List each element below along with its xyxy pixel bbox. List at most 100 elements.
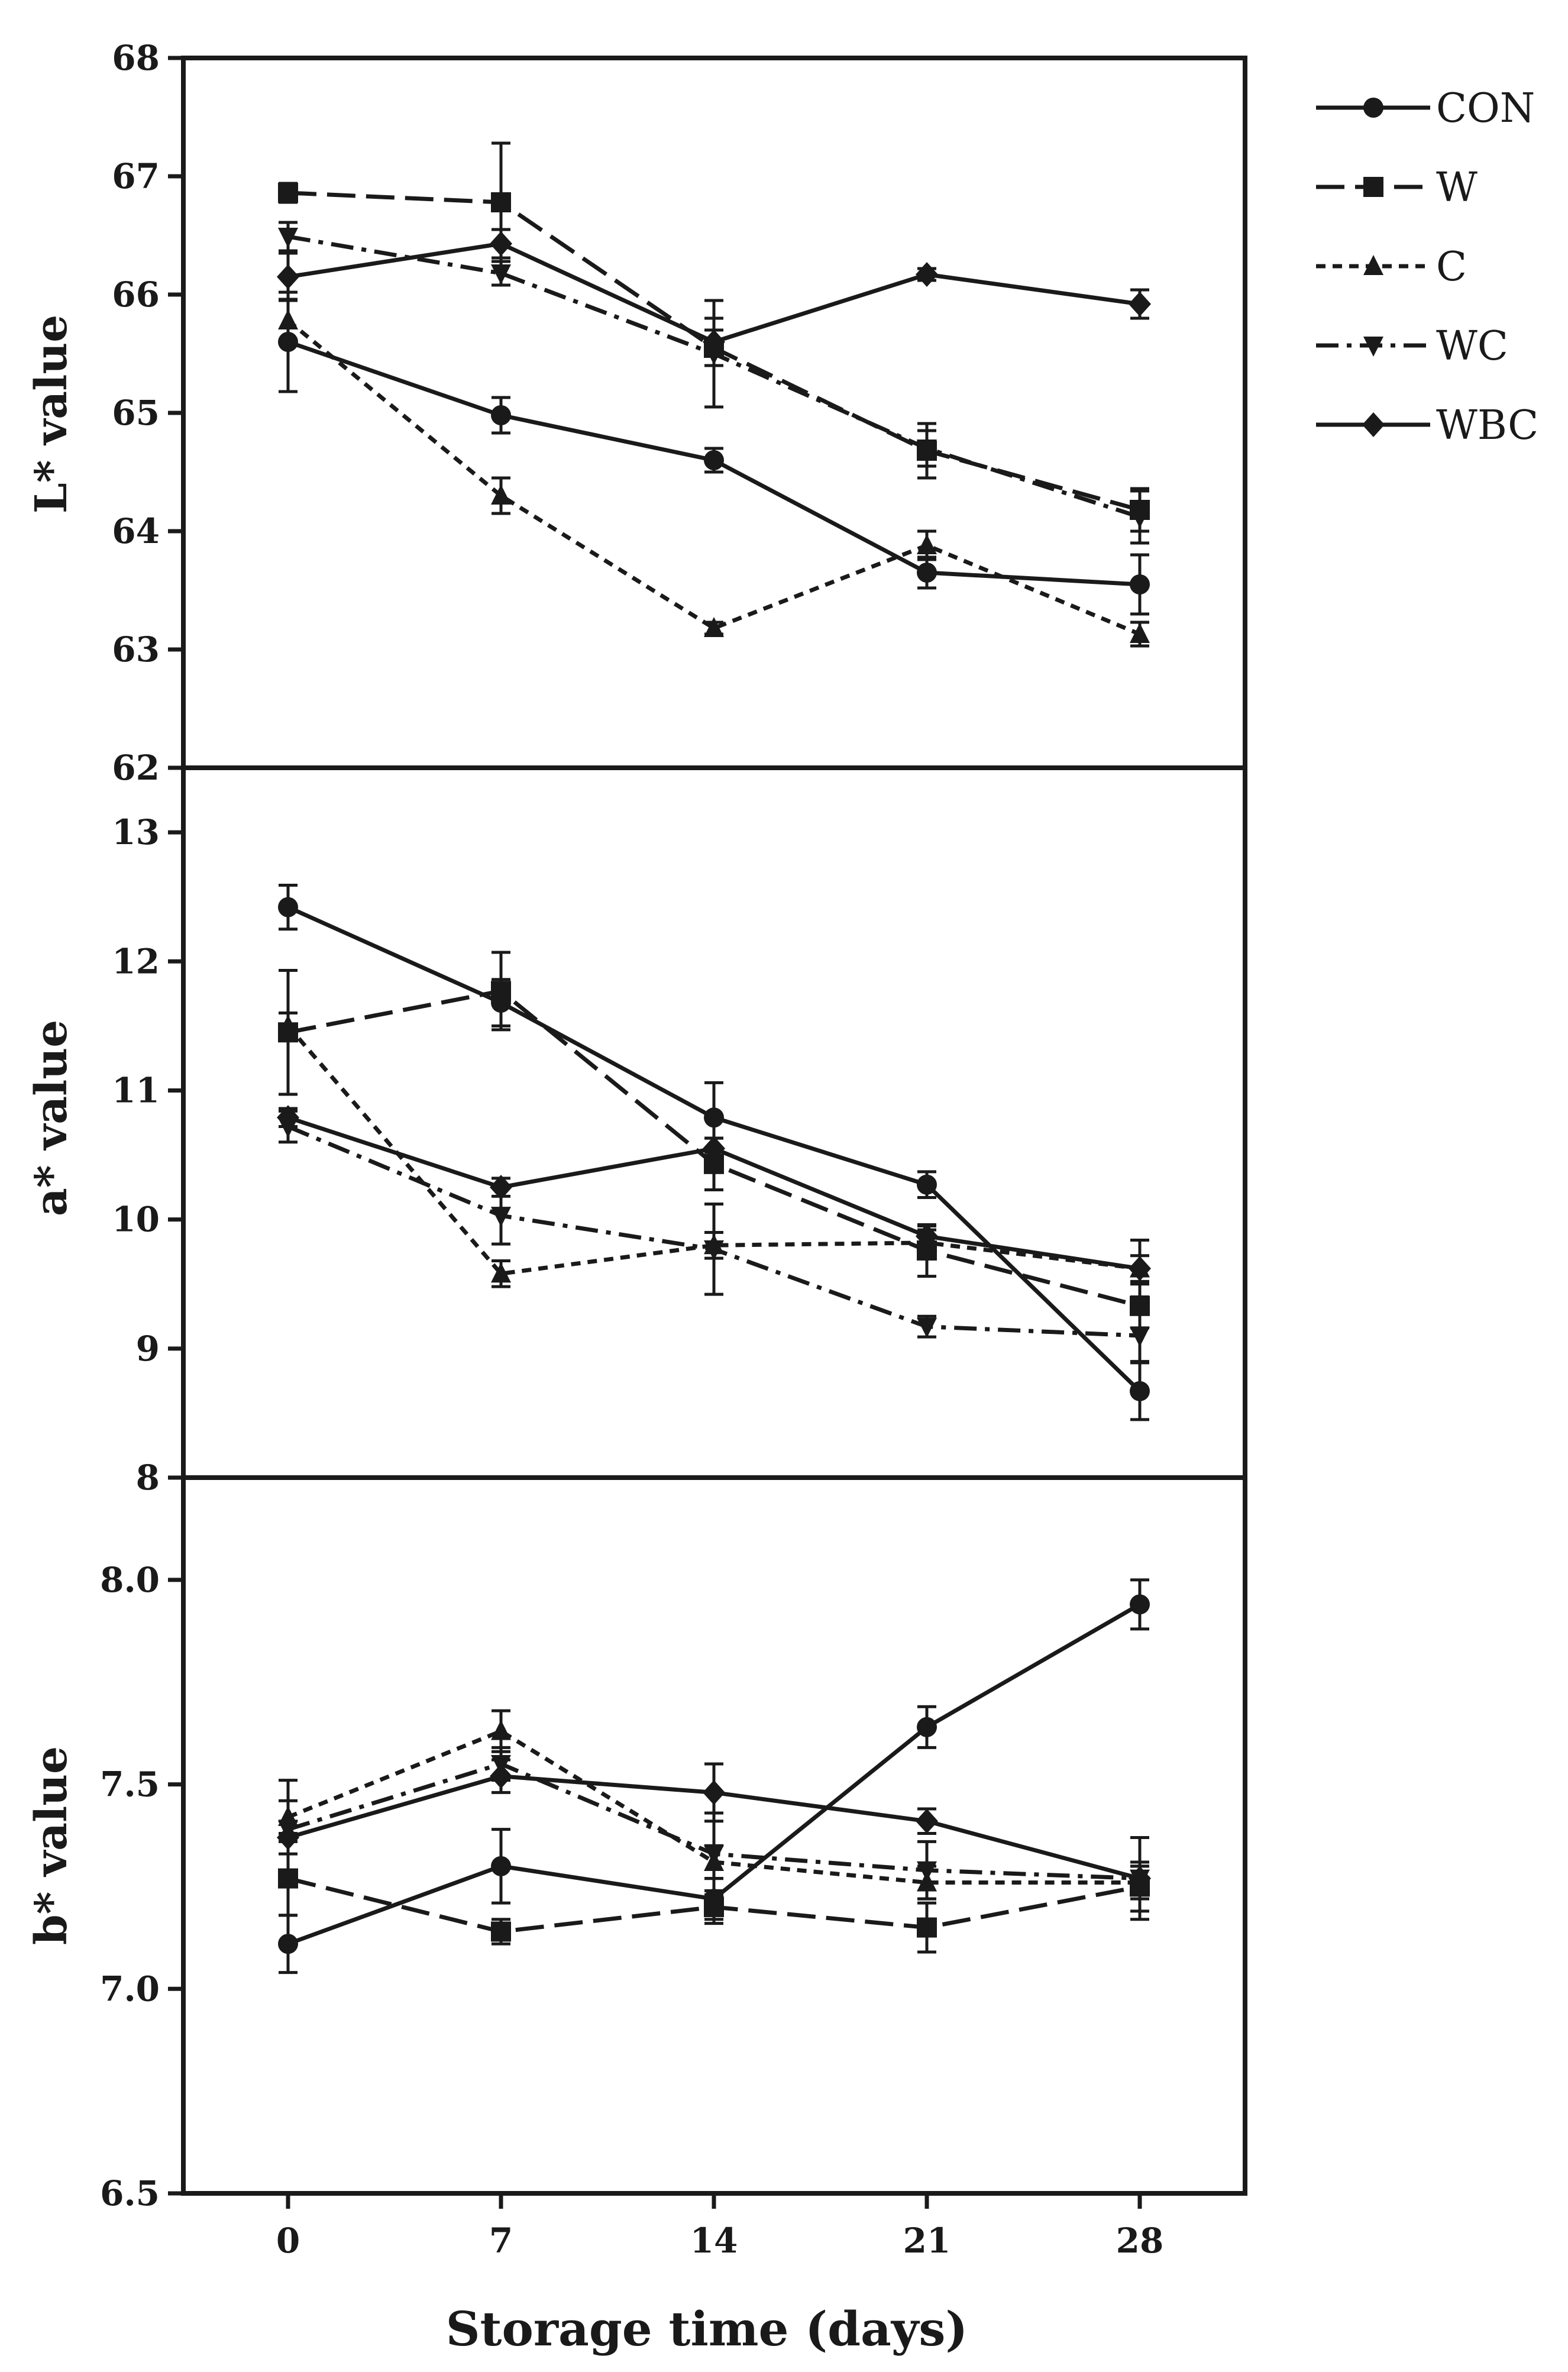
b-y-tick-label: 6.5 bbox=[100, 2173, 160, 2213]
l-value-axis-label: L* value bbox=[26, 315, 77, 513]
l-point-c bbox=[917, 534, 937, 554]
b-series-wbc bbox=[277, 1758, 1151, 1892]
l-point-c bbox=[491, 484, 511, 505]
legend-entry-w: W bbox=[1316, 164, 1478, 211]
l-point-w bbox=[491, 192, 511, 212]
a-point-con bbox=[278, 897, 298, 917]
a-point-wbc bbox=[277, 1105, 299, 1130]
legend-label: CON bbox=[1436, 85, 1535, 132]
l-series-c bbox=[278, 298, 1150, 648]
l-point-wbc bbox=[277, 264, 299, 289]
b-point-c bbox=[491, 1720, 511, 1740]
a-point-wc bbox=[491, 1207, 511, 1227]
l-point-wc bbox=[1130, 508, 1150, 528]
x-tick-label: 21 bbox=[903, 2221, 951, 2261]
legend-entry-wc: WC bbox=[1316, 323, 1508, 370]
b-point-con bbox=[491, 1856, 511, 1876]
a-point-wc bbox=[1130, 1327, 1150, 1347]
l-point-con bbox=[704, 450, 724, 470]
l-y-tick-label: 65 bbox=[112, 393, 160, 433]
b-value-panel: 6.5 7.0 7.5 8.0 0 7 14 21 28 bbox=[100, 1475, 1247, 2261]
l-point-c bbox=[1130, 623, 1150, 643]
l-y-tick-label: 66 bbox=[112, 274, 160, 315]
a-y-tick-label: 12 bbox=[112, 941, 160, 981]
b-y-tick-label: 7.5 bbox=[100, 1765, 160, 1805]
l-y-tick-label: 63 bbox=[112, 629, 160, 670]
a-point-c bbox=[491, 1262, 511, 1283]
x-tick-label: 0 bbox=[276, 2221, 300, 2261]
legend-label: WBC bbox=[1436, 402, 1538, 449]
x-axis-title: Storage time (days) bbox=[446, 2301, 968, 2357]
l-point-wc bbox=[278, 228, 298, 248]
l-point-wbc bbox=[490, 231, 512, 256]
b-y-tick-label: 7.0 bbox=[100, 1969, 160, 2009]
a-series-wbc bbox=[277, 1105, 1151, 1299]
legend-marker-sample bbox=[1363, 255, 1383, 275]
l-point-wc bbox=[917, 440, 937, 460]
l-point-con bbox=[1130, 574, 1150, 594]
legend-entry-wbc: WBC bbox=[1316, 402, 1538, 449]
legend-label: W bbox=[1436, 164, 1478, 211]
a-point-con bbox=[917, 1174, 937, 1195]
a-point-wbc bbox=[1129, 1256, 1151, 1281]
a-point-con bbox=[1130, 1381, 1150, 1401]
l-point-c bbox=[704, 617, 724, 637]
a-value-panel: 8 9 10 11 12 13 bbox=[112, 765, 1247, 1498]
legend-marker-sample bbox=[1363, 98, 1383, 118]
a-point-wbc bbox=[916, 1224, 938, 1249]
b-point-w bbox=[491, 1921, 511, 1942]
b-point-w bbox=[704, 1897, 724, 1917]
legend: CON WC WC WBC bbox=[1316, 85, 1538, 449]
legend-marker-sample bbox=[1363, 337, 1383, 357]
l-value-panel: 62 63 64 65 66 67 68 bbox=[112, 38, 1247, 788]
b-point-wc bbox=[704, 1845, 724, 1866]
b-line-c bbox=[287, 1729, 1140, 1885]
b-point-con bbox=[917, 1717, 937, 1737]
a-y-tick-label: 13 bbox=[112, 812, 160, 852]
l-series-wbc bbox=[277, 228, 1151, 367]
a-y-tick-label: 9 bbox=[136, 1329, 160, 1369]
l-y-tick-label: 62 bbox=[112, 748, 160, 788]
b-point-wbc bbox=[490, 1763, 512, 1789]
l-point-c bbox=[278, 309, 298, 329]
b-point-wbc bbox=[277, 1825, 299, 1850]
a-value-axis-label: a* value bbox=[26, 1020, 77, 1216]
a-point-wc bbox=[704, 1240, 724, 1261]
legend-entry-c: C bbox=[1316, 244, 1467, 290]
l-point-wc bbox=[491, 264, 511, 285]
x-tick-label: 14 bbox=[690, 2221, 738, 2261]
l-point-w bbox=[278, 183, 298, 203]
l-point-con bbox=[917, 563, 937, 583]
legend-marker-sample bbox=[1363, 177, 1383, 197]
a-point-wc bbox=[917, 1317, 937, 1338]
b-point-con bbox=[1130, 1594, 1150, 1615]
a-point-c bbox=[278, 1014, 298, 1035]
legend-label: WC bbox=[1436, 323, 1508, 370]
b-point-wc bbox=[917, 1861, 937, 1882]
legend-label: C bbox=[1436, 244, 1467, 290]
a-y-tick-label: 8 bbox=[136, 1458, 160, 1498]
a-point-con bbox=[704, 1107, 724, 1128]
a-point-w bbox=[491, 981, 511, 1001]
b-point-wbc bbox=[916, 1808, 938, 1834]
x-tick-label: 28 bbox=[1116, 2221, 1164, 2261]
a-point-wbc bbox=[490, 1175, 512, 1200]
a-y-tick-label: 10 bbox=[112, 1200, 160, 1240]
b-value-axis-label: b* value bbox=[26, 1746, 77, 1945]
legend-entry-con: CON bbox=[1316, 85, 1535, 132]
l-y-tick-label: 67 bbox=[112, 156, 160, 196]
x-tick-label: 7 bbox=[489, 2221, 513, 2261]
l-point-wbc bbox=[703, 329, 725, 354]
l-point-wbc bbox=[1129, 292, 1151, 316]
b-point-wbc bbox=[1129, 1866, 1151, 1891]
a-y-tick-label: 11 bbox=[112, 1070, 160, 1110]
b-point-w bbox=[917, 1917, 937, 1938]
a-point-wbc bbox=[703, 1136, 725, 1161]
b-point-con bbox=[278, 1934, 298, 1954]
l-point-con bbox=[491, 405, 511, 425]
l-value-plot-frame bbox=[181, 56, 1247, 770]
b-y-tick-label: 8.0 bbox=[100, 1560, 160, 1600]
a-line-c bbox=[286, 1025, 1140, 1276]
l-y-tick-label: 68 bbox=[112, 38, 160, 78]
